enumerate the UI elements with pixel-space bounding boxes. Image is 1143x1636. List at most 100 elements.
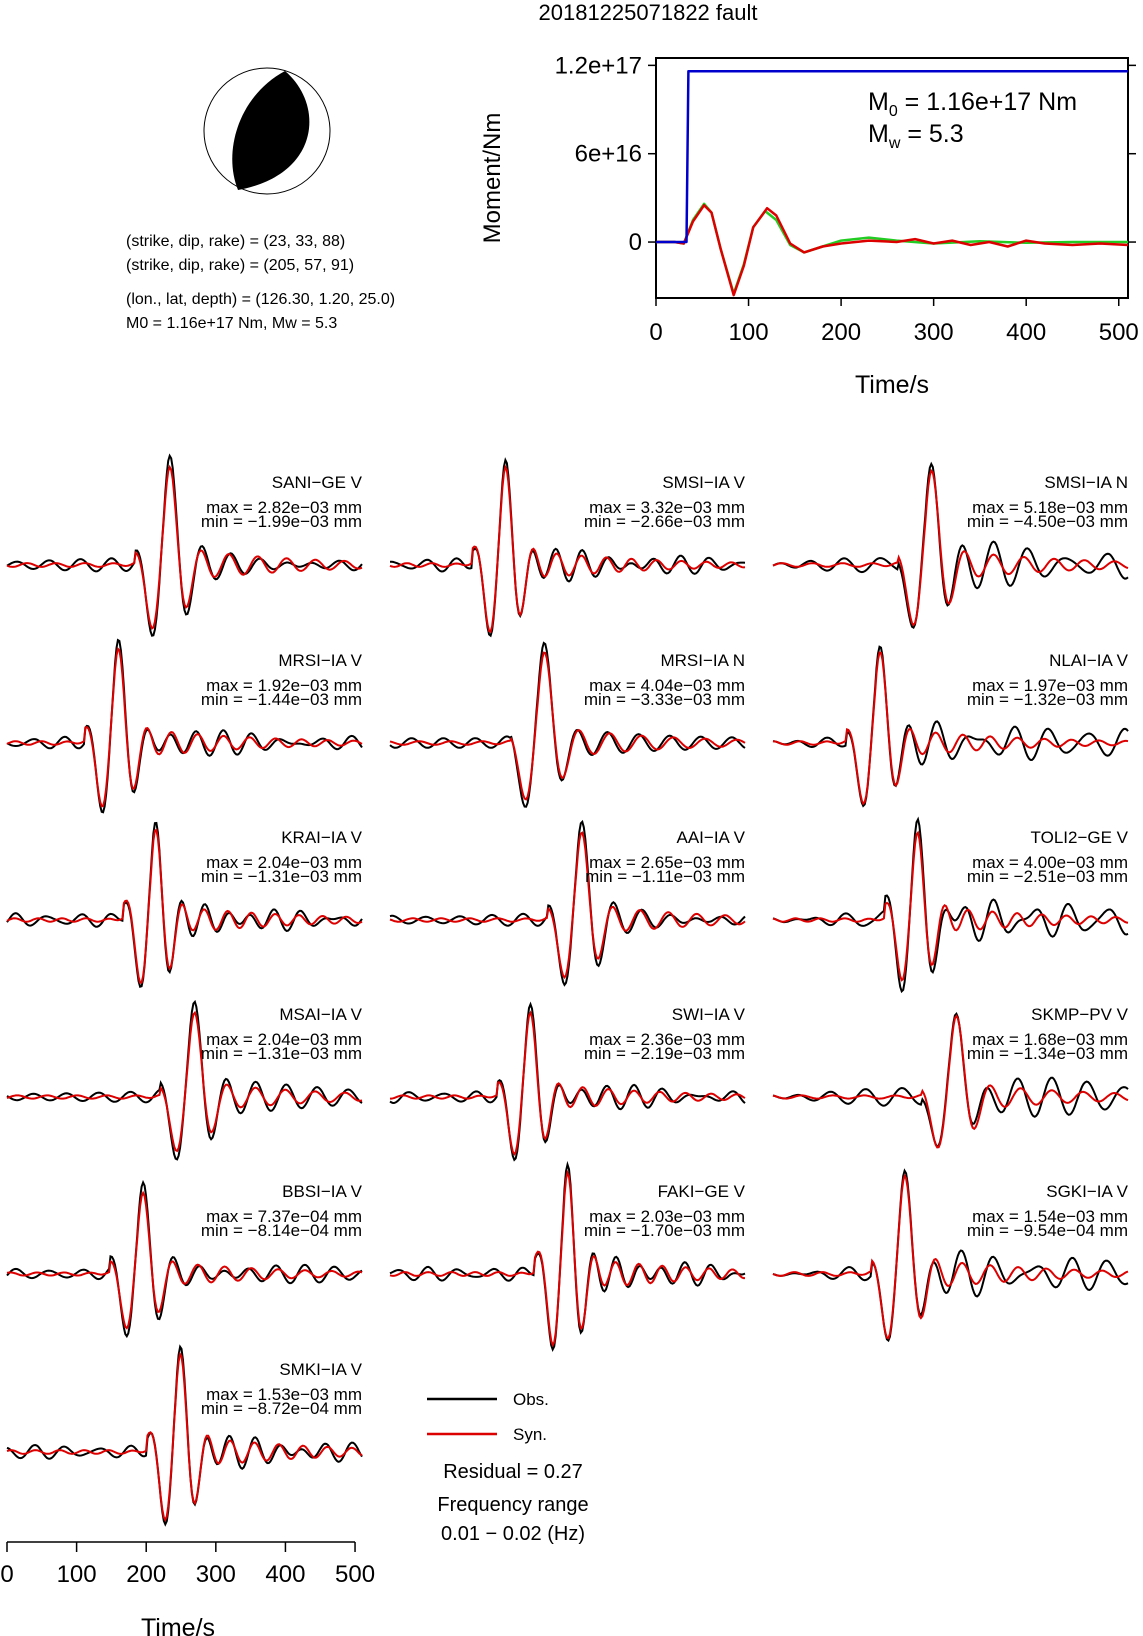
station-max: max = 2.04e−03 mm (206, 1030, 362, 1049)
moment-xtick-label: 200 (821, 319, 861, 346)
station-min: min = −8.72e−04 mm (201, 1399, 362, 1418)
station-max: max = 4.00e−03 mm (972, 853, 1128, 872)
location-line: (lon., lat, depth) = (126.30, 1.20, 25.0… (126, 291, 395, 308)
station-max: max = 1.92e−03 mm (206, 676, 362, 695)
observed-trace (772, 645, 1129, 808)
moment-annotation-m0: M0 = 1.16e+17 Nm (868, 88, 1077, 120)
station-min: min = −3.33e−03 mm (584, 690, 745, 709)
synthetic-trace (389, 1169, 745, 1348)
legend-syn-label: Syn. (513, 1425, 547, 1444)
station-name: TOLI2−GE V (1031, 828, 1129, 847)
residual-text: Residual = 0.27 (443, 1461, 583, 1483)
moment-xtick-label: 100 (729, 319, 769, 346)
synthetic-trace (772, 830, 1129, 982)
focal-mechanism-beachball (203, 67, 331, 195)
moment-xlabel: Time/s (855, 371, 929, 399)
time-axis-tick-label: 500 (335, 1561, 375, 1588)
synthetic-trace (6, 464, 363, 630)
station-name: KRAI−IA V (281, 828, 362, 847)
station-min: min = −1.32e−03 mm (967, 690, 1128, 709)
focal-planes-line-1: (strike, dip, rake) = (23, 33, 88) (126, 233, 345, 250)
moment-ylabel: Moment/Nm (479, 113, 506, 244)
station-min: min = −1.11e−03 mm (585, 867, 745, 886)
synthetic-trace (6, 1010, 363, 1153)
waveform-time-axis: 0 100 200 300 400 500 (0, 1541, 375, 1588)
moment-xtick-label: 300 (914, 319, 954, 346)
station-min: min = −8.14e−04 mm (201, 1221, 362, 1240)
observed-trace (6, 821, 363, 988)
observed-trace (389, 1001, 746, 1162)
station-name: SMSI−IA V (662, 473, 745, 492)
station-max: max = 1.68e−03 mm (972, 1030, 1128, 1049)
station-name: MRSI−IA V (278, 651, 362, 670)
synthetic-trace (6, 646, 363, 808)
waveform-xlabel: Time/s (141, 1614, 215, 1636)
station-max: max = 1.53e−03 mm (206, 1385, 362, 1404)
station-name: SMSI−IA N (1044, 473, 1128, 492)
station-name: SKMP−PV V (1031, 1005, 1129, 1024)
station-max: max = 2.04e−03 mm (206, 853, 362, 872)
moment-ytick-label: 0 (629, 229, 642, 256)
frequency-range-value: 0.01 − 0.02 (Hz) (441, 1523, 585, 1545)
station-name: NLAI−IA V (1049, 651, 1129, 670)
figure-title: 20181225071822 fault (539, 0, 758, 25)
station-min: min = −9.54e−04 mm (967, 1221, 1128, 1240)
station-max: max = 2.36e−03 mm (589, 1030, 745, 1049)
magnitude-line: M0 = 1.16e+17 Nm, Mw = 5.3 (126, 315, 337, 332)
station-name: SMKI−IA V (279, 1360, 362, 1379)
legend-obs-label: Obs. (513, 1390, 549, 1409)
moment-ytick-label: 1.2e+17 (555, 52, 642, 79)
synthetic-trace (6, 1190, 363, 1330)
moment-series-line (656, 70, 1128, 244)
observed-trace (6, 453, 363, 637)
moment-series-group (656, 70, 1129, 297)
time-axis-tick-label: 200 (126, 1561, 166, 1588)
station-min: min = −2.66e−03 mm (584, 512, 745, 531)
station-min: min = −1.70e−03 mm (584, 1221, 745, 1240)
station-min: min = −1.44e−03 mm (201, 690, 362, 709)
synthetic-trace (389, 651, 746, 801)
station-name: MRSI−IA N (660, 651, 745, 670)
synthetic-trace (772, 1173, 1129, 1340)
station-name: SGKI−IA V (1046, 1182, 1128, 1201)
time-axis-tick-label: 100 (57, 1561, 97, 1588)
station-min: min = −2.19e−03 mm (584, 1044, 745, 1063)
synthetic-trace (389, 464, 746, 634)
moment-xtick-label: 500 (1099, 319, 1139, 346)
station-max: max = 7.37e−04 mm (206, 1207, 362, 1226)
focal-planes-line-2: (strike, dip, rake) = (205, 57, 91) (126, 257, 354, 274)
observed-trace (389, 1160, 746, 1352)
moment-series-line (656, 203, 1129, 297)
station-min: min = −1.99e−03 mm (201, 512, 362, 531)
synthetic-trace (390, 1010, 746, 1157)
moment-xtick-label: 0 (649, 319, 662, 346)
station-name: FAKI−GE V (658, 1182, 746, 1201)
legend: Obs. Syn. (427, 1390, 549, 1444)
station-name: SANI−GE V (272, 473, 363, 492)
time-axis-tick-label: 0 (0, 1561, 13, 1588)
station-name: SWI−IA V (672, 1005, 746, 1024)
station-max: max = 1.54e−03 mm (972, 1207, 1128, 1226)
moment-xtick-label: 400 (1006, 319, 1046, 346)
time-axis-tick-label: 400 (265, 1561, 305, 1588)
station-name: BBSI−IA V (282, 1182, 363, 1201)
moment-axis-ticks: 0 100 200 300 400 500 0 6e+16 1.2e+17 (555, 52, 1139, 346)
station-min: min = −1.34e−03 mm (967, 1044, 1128, 1063)
synthetic-trace (772, 468, 1129, 627)
